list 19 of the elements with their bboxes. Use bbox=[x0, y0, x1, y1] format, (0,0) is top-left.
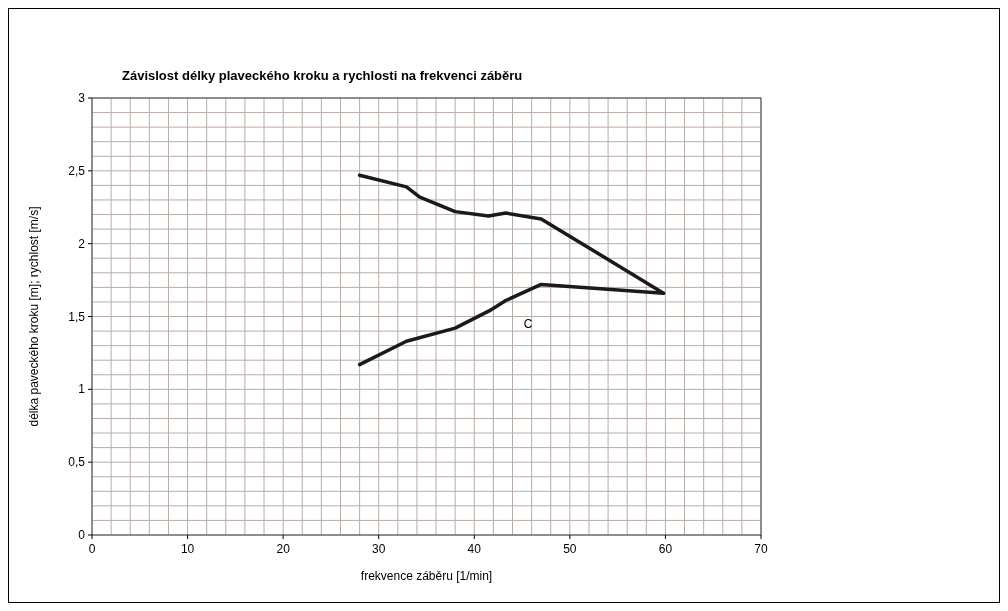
annotation: C bbox=[523, 317, 533, 332]
x-tick-label: 10 bbox=[180, 542, 195, 556]
chart-title: Závislost délky plaveckého kroku a rychlosti na frekvenci záběru bbox=[122, 68, 523, 83]
x-tick-label: 20 bbox=[276, 542, 291, 556]
y-tick-label: 1,5 bbox=[68, 309, 86, 324]
x-tick-label: 30 bbox=[372, 542, 386, 556]
y-tick-label: 0 bbox=[78, 528, 86, 542]
x-tick-label: 50 bbox=[563, 542, 577, 556]
y-tick-label: 1 bbox=[78, 382, 86, 397]
x-axis-title: frekvence záběru [1/min] bbox=[360, 569, 493, 583]
x-tick-label: 0 bbox=[88, 542, 96, 556]
x-tick-label: 40 bbox=[467, 542, 482, 556]
y-tick-label: 2 bbox=[78, 236, 86, 251]
y-tick-label: 3 bbox=[78, 91, 86, 105]
y-tick-label: 0,5 bbox=[68, 455, 86, 470]
y-tick-label: 2,5 bbox=[68, 163, 86, 178]
x-tick-label: 60 bbox=[658, 542, 673, 556]
x-tick-label: 70 bbox=[754, 542, 768, 556]
y-axis-title: délka paveckého kroku [m]; rychlost [m/s] bbox=[27, 206, 41, 427]
